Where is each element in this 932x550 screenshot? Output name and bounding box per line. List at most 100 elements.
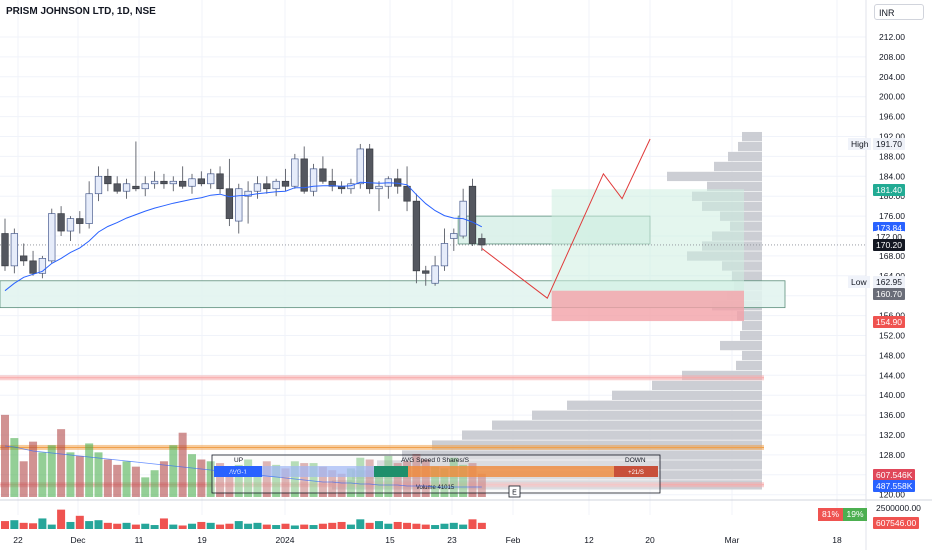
price-tick-label: 168.00	[879, 251, 905, 261]
candle-body	[169, 180, 177, 185]
volume-profile-bar	[492, 420, 762, 430]
red-level-tag: 154.90	[873, 316, 905, 328]
currency-selector[interactable]: INR	[874, 4, 924, 20]
lower-volume-bar	[309, 525, 318, 529]
time-tick-label: Feb	[506, 535, 521, 545]
candle	[57, 206, 65, 236]
time-tick-label: 2024	[276, 535, 295, 545]
volume-profile-bar	[740, 330, 762, 341]
volume-bar	[440, 468, 449, 497]
lower-volume-bar	[477, 522, 486, 529]
lower-volume-bar	[10, 520, 19, 529]
volume-profile-bar	[742, 350, 762, 361]
price-tick-label: 192.00	[879, 132, 905, 142]
volume-bar	[57, 429, 66, 497]
earnings-marker	[508, 485, 521, 498]
volume-bar	[197, 459, 206, 497]
candle	[141, 176, 149, 197]
price-tick-label: 176.00	[879, 211, 905, 221]
lower-volume-bar	[468, 519, 477, 529]
price-tick-label: 132.00	[879, 430, 905, 440]
volume-bar	[477, 473, 486, 497]
volume-bar	[337, 473, 346, 497]
candle	[20, 243, 28, 266]
candle	[113, 176, 121, 194]
candle	[337, 181, 346, 194]
volume-bar	[94, 452, 103, 497]
volume-bar	[103, 459, 112, 497]
speed-bar-mid	[374, 466, 408, 477]
candle-body	[422, 270, 430, 274]
volume-bar	[262, 461, 271, 497]
zone-projection-green	[551, 189, 744, 291]
candle	[281, 168, 290, 192]
lower-volume-bar	[188, 523, 196, 529]
volume-profile-bar	[462, 430, 762, 440]
candle-body	[66, 218, 75, 232]
candle	[66, 216, 75, 241]
volume-buy-tag: 487.558K	[873, 480, 916, 492]
volume-bar	[178, 432, 187, 497]
volume-bar	[169, 445, 178, 497]
speed-bar-up	[262, 466, 374, 477]
sell-percent: 81%	[818, 508, 843, 521]
candle	[85, 181, 93, 229]
low-b-tag: 160.70	[873, 288, 905, 300]
projection-line	[481, 138, 651, 299]
lower-volume-bar	[94, 520, 103, 529]
candle	[160, 173, 168, 189]
price-tick-label: 128.00	[879, 450, 905, 460]
candle	[235, 183, 243, 234]
lower-volume-bar	[337, 521, 346, 529]
volume-ma-line	[4, 445, 482, 488]
candle-body	[38, 258, 47, 274]
candle	[197, 171, 206, 187]
candle	[76, 211, 84, 234]
candle-body	[132, 185, 140, 190]
price-tick-label: 164.00	[879, 271, 905, 281]
lower-volume-bar	[300, 524, 309, 529]
volume-profile-bar	[612, 390, 762, 400]
volume-bar	[459, 464, 468, 497]
candle	[188, 173, 196, 194]
price-tick-label: 204.00	[879, 72, 905, 82]
price-tick-label: 200.00	[879, 92, 905, 102]
volume-profile-bar	[730, 221, 762, 231]
candle-body	[412, 200, 421, 272]
volume-profile-bar	[714, 161, 762, 172]
lower-volume-last-tag: 607546.00	[873, 517, 920, 529]
candle-body	[48, 213, 56, 262]
volume-bar	[225, 466, 234, 497]
ema-last-tag: 181.40	[873, 184, 905, 196]
volume-bar	[309, 463, 318, 497]
candle-body	[450, 233, 458, 239]
volume-sell-tag: 607.546K	[873, 469, 916, 481]
volume-bar	[10, 438, 19, 497]
candle	[394, 168, 402, 194]
volume-bar	[244, 459, 253, 497]
candle	[263, 176, 271, 194]
candle-body	[431, 265, 439, 284]
lower-volume-bar	[412, 523, 421, 529]
candle-body	[76, 218, 84, 224]
time-tick-label: Mar	[725, 535, 740, 545]
candle	[216, 166, 224, 194]
volume-profile-bar	[667, 171, 762, 182]
candle	[207, 168, 215, 189]
candle-body	[263, 183, 271, 190]
price-tick-label: 208.00	[879, 52, 905, 62]
speed-bar-left	[214, 466, 262, 477]
volume-bar	[29, 441, 38, 497]
candle	[244, 181, 252, 224]
lower-volume-bar	[365, 522, 374, 529]
lower-volume-bar	[103, 522, 112, 529]
candle	[169, 176, 177, 192]
candle-body	[281, 180, 290, 187]
lower-volume-bar	[244, 523, 253, 529]
candle-body	[319, 168, 327, 182]
lower-volume-bar	[75, 515, 84, 529]
lower-volume-bar	[403, 522, 412, 529]
lower-volume-bar	[38, 518, 47, 529]
volume-profile-bar	[732, 271, 762, 281]
